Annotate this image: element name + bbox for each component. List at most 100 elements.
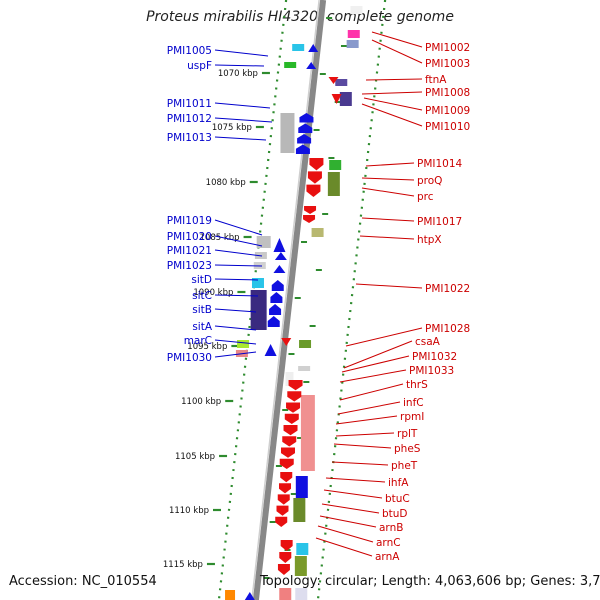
feature-arrow <box>297 134 312 144</box>
feature-arrow <box>280 540 293 551</box>
feature-arrow <box>267 316 280 327</box>
gene-leader-line <box>325 477 386 483</box>
gene-leader-line <box>365 78 423 81</box>
gene-leader-line <box>333 443 392 449</box>
gene-label-PMI1020: PMI1020 <box>167 231 212 243</box>
gene-label-PMI1011: PMI1011 <box>167 98 212 110</box>
kbp-scale: 1070 kbp 1075 kbp 1080 kbp 1085 kbp 1090 kbp… <box>163 69 270 570</box>
gene-label-PMI1009: PMI1009 <box>425 105 470 117</box>
gene-label-PMI1003: PMI1003 <box>425 58 470 70</box>
gene-label-htpX: htpX <box>417 234 442 246</box>
feature-block <box>285 372 294 386</box>
feature-arrow <box>331 94 342 104</box>
gene-label-btuD: btuD <box>382 508 408 520</box>
feature-block <box>300 395 315 471</box>
gene-leader-line <box>214 308 257 313</box>
feature-arrow <box>244 592 255 600</box>
gene-label-PMI1010: PMI1010 <box>425 121 470 133</box>
gene-leader-line <box>323 489 383 499</box>
gene-leader-line <box>343 340 413 369</box>
gene-label-csaA: csaA <box>415 336 441 348</box>
gene-leader-line <box>361 103 423 127</box>
gene-label-uspF: uspF <box>187 60 212 72</box>
feature-arrow <box>306 62 317 69</box>
gene-label-PMI1008: PMI1008 <box>425 87 470 99</box>
feature-arrow <box>273 265 286 273</box>
gene-label-PMI1033: PMI1033 <box>409 365 454 377</box>
gene-leader-line <box>214 339 257 345</box>
feature-block <box>295 588 308 600</box>
feature-arrow <box>271 280 284 291</box>
kbp-label: 1080 kbp <box>206 178 246 188</box>
feature-block <box>256 236 271 248</box>
gene-leader-line <box>214 136 267 141</box>
gene-leader-line <box>214 235 263 247</box>
gene-label-pheS: pheS <box>394 443 421 455</box>
feature-block <box>327 172 340 196</box>
gene-leader-line <box>214 49 269 57</box>
gene-label-PMI1014: PMI1014 <box>417 158 463 170</box>
gene-label-sitA: sitA <box>192 321 213 333</box>
gene-label-PMI1028: PMI1028 <box>425 323 470 335</box>
gene-label-PMI1002: PMI1002 <box>425 42 470 54</box>
gene-label-PMI1017: PMI1017 <box>417 216 462 228</box>
gene-leader-line <box>363 97 423 111</box>
gene-leader-line <box>361 187 415 197</box>
feature-block <box>350 6 363 14</box>
feature-arrow <box>288 380 303 391</box>
feature-arrow <box>287 391 302 402</box>
gene-label-PMI1021: PMI1021 <box>167 245 212 257</box>
gene-label-rpmI: rpmI <box>400 411 424 423</box>
topology-text: Topology: circular; Length: 4,063,606 bp… <box>260 574 600 589</box>
feature-arrow <box>286 402 301 413</box>
gene-label-PMI1012: PMI1012 <box>167 113 212 125</box>
feature-block <box>225 590 236 600</box>
feature-blocks <box>225 6 363 600</box>
gene-label-PMI1005: PMI1005 <box>167 45 212 57</box>
gene-label-ftnA: ftnA <box>425 74 447 86</box>
gene-leader-line <box>214 219 263 236</box>
gene-leader-line <box>214 278 259 281</box>
track-border-right <box>316 0 387 600</box>
feature-block <box>329 160 342 170</box>
feature-arrow <box>276 505 289 516</box>
feature-block <box>284 62 297 68</box>
gene-label-prc: prc <box>417 191 434 203</box>
feature-block <box>311 228 324 237</box>
gene-label-PMI1032: PMI1032 <box>412 351 457 363</box>
gene-leader-line <box>214 294 259 297</box>
feature-arrow <box>280 472 293 483</box>
kbp-label: 1105 kbp <box>175 452 215 462</box>
kbp-label: 1115 kbp <box>163 560 203 570</box>
kbp-label: 1110 kbp <box>169 506 209 516</box>
gene-leader-line <box>355 283 423 289</box>
feature-block <box>279 588 292 600</box>
gene-label-pheT: pheT <box>391 460 418 472</box>
feature-block <box>335 79 348 86</box>
feature-arrow <box>307 171 322 184</box>
gene-leader-line <box>214 264 263 267</box>
gene-leader-line <box>359 235 415 240</box>
gene-leader-line <box>361 91 423 95</box>
gene-leader-line <box>214 117 273 123</box>
feature-arrow <box>275 516 288 527</box>
feature-block <box>339 92 352 106</box>
feature-block <box>298 366 311 371</box>
genome-title: Proteus mirabilis HI4320, complete genom… <box>146 9 454 25</box>
feature-arrow <box>264 344 277 356</box>
gene-label-proQ: proQ <box>417 175 442 187</box>
feature-arrow <box>303 215 316 223</box>
feature-arrow <box>281 338 292 346</box>
feature-arrow <box>295 144 310 154</box>
gene-label-btuC: btuC <box>385 493 410 505</box>
kbp-label: 1095 kbp <box>187 342 227 352</box>
feature-block <box>347 30 360 38</box>
gene-leader-line <box>214 325 257 331</box>
gene-leader-line <box>317 525 374 543</box>
gene-leader-line <box>214 102 271 109</box>
gene-leader-line <box>361 177 415 181</box>
gene-leader-line <box>339 383 404 401</box>
gene-leader-line <box>335 432 395 437</box>
